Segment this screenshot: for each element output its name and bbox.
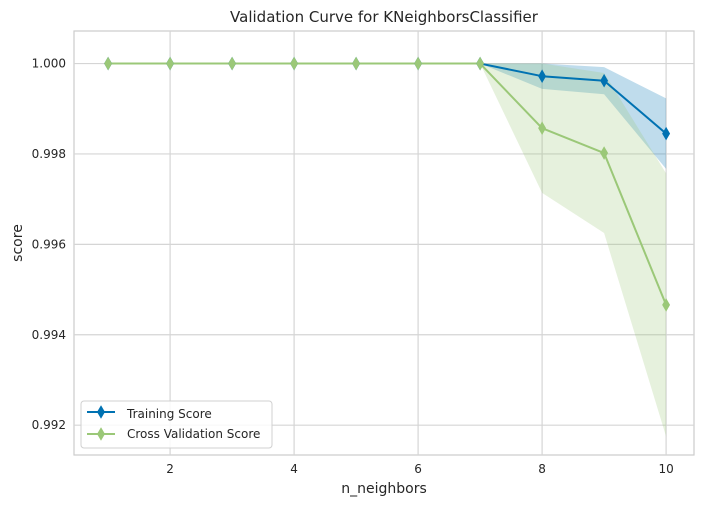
data-point-cross-validation	[228, 56, 237, 71]
y-tick-label: 1.000	[32, 57, 66, 71]
legend-marker	[97, 427, 105, 441]
legend-marker	[97, 405, 105, 419]
data-point-cross-validation	[600, 146, 609, 160]
x-tick-label: 4	[290, 462, 298, 476]
data-point-cross-validation	[352, 56, 361, 71]
legend-label-cross-validation: Cross Validation Score	[127, 427, 260, 441]
data-point-cross-validation	[538, 121, 547, 135]
x-tick-label: 6	[414, 462, 422, 476]
data-point-cross-validation	[104, 56, 113, 71]
x-tick-label: 10	[658, 462, 673, 476]
legend-label-training: Training Score	[126, 407, 212, 421]
y-tick-label: 0.998	[32, 147, 66, 161]
confidence-bands	[108, 63, 667, 437]
y-tick-label: 0.996	[32, 237, 66, 251]
tick-labels: 2 4 6 8 10 0.992 0.994 0.996 0.998 1.000	[32, 57, 674, 476]
data-point-cross-validation	[662, 298, 671, 312]
data-point-training	[538, 69, 547, 83]
data-point-cross-validation	[476, 56, 485, 71]
x-tick-label: 8	[538, 462, 546, 476]
x-tick-label: 2	[166, 462, 174, 476]
data-point-cross-validation	[290, 56, 299, 71]
data-point-cross-validation	[166, 56, 175, 71]
series-markers	[104, 56, 671, 312]
chart-title: Validation Curve for KNeighborsClassifie…	[230, 8, 539, 26]
legend: Training Score Cross Validation Score	[80, 400, 273, 449]
data-point-training	[662, 126, 671, 141]
data-point-training	[600, 73, 609, 88]
plot-area	[73, 30, 695, 456]
series-lines	[108, 62, 668, 306]
confidence-band-training	[108, 63, 667, 169]
legend-items	[87, 405, 115, 441]
x-axis-label: n_neighbors	[341, 481, 427, 497]
data-point-cross-validation	[414, 56, 423, 71]
y-tick-label: 0.992	[32, 418, 66, 432]
y-tick-label: 0.994	[32, 328, 66, 342]
legend-box	[80, 400, 273, 449]
series-line-cross-validation	[108, 62, 668, 306]
confidence-band-cross-validation	[108, 63, 667, 437]
y-axis-label: score	[10, 224, 26, 262]
